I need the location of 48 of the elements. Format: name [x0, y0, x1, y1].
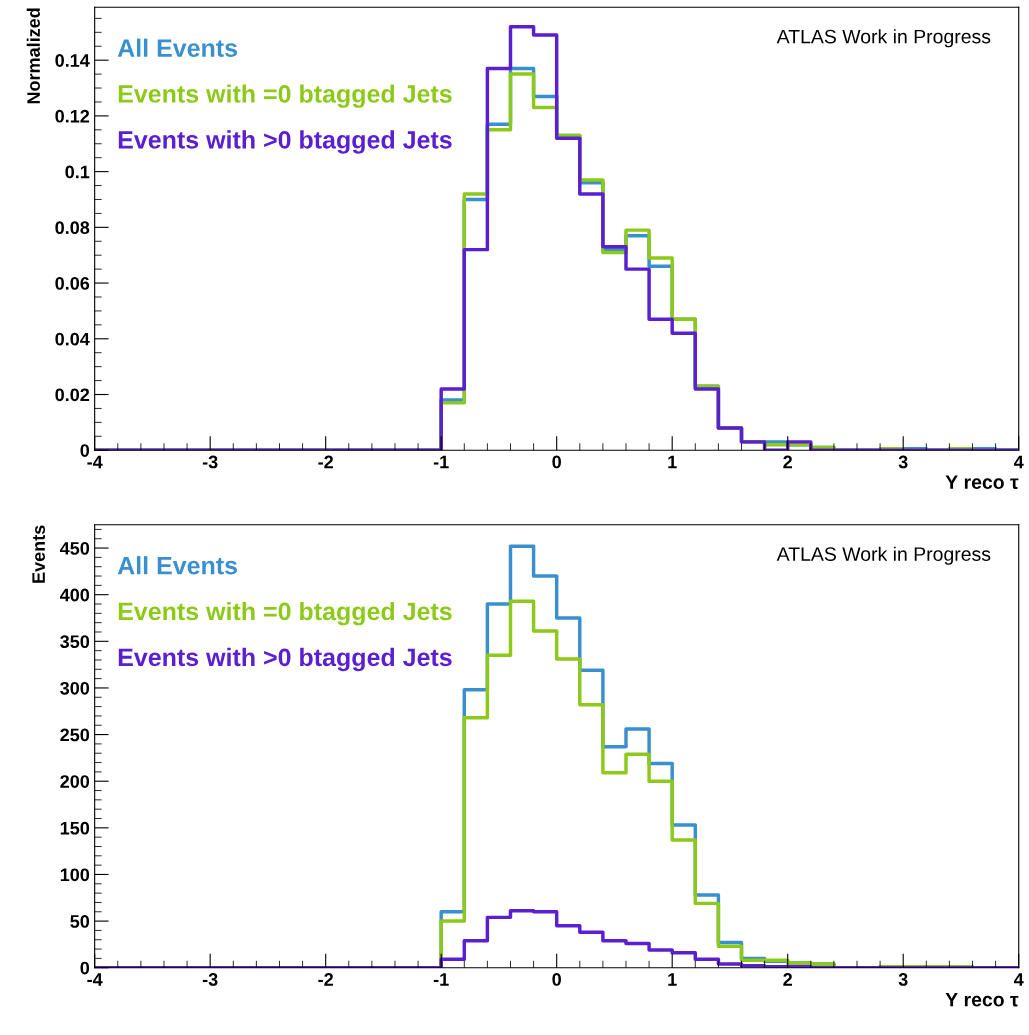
- annotation: ATLAS Work in Progress: [776, 29, 991, 48]
- series-label: Events with >0 btagged Jets: [118, 130, 452, 154]
- x-tick-label: 0: [552, 455, 561, 469]
- y-tick-label: 0: [80, 961, 90, 975]
- y-tick-label: 0.12: [55, 109, 90, 123]
- y-tick-label: 0.1: [65, 165, 90, 179]
- series-label: Events with =0 btagged Jets: [118, 84, 452, 108]
- x-tick-label: -3: [202, 973, 218, 986]
- y-tick-label: 50: [70, 915, 90, 928]
- x-tick-label: 4: [1013, 455, 1024, 469]
- y-tick-label: 0.06: [55, 277, 90, 290]
- x-tick-label: -4: [87, 455, 103, 469]
- x-tick-label: 3: [898, 973, 908, 986]
- x-tick-label: -1: [433, 455, 449, 469]
- x-tick-label: 2: [783, 973, 792, 986]
- y-axis-title: Normalized: [26, 8, 40, 104]
- text: Events with >0 btagged Jets: [118, 647, 452, 672]
- y-tick-label: 100: [60, 868, 90, 882]
- y-tick-label: 250: [60, 728, 90, 742]
- y-tick-label: 0.14: [55, 54, 90, 67]
- x-tick-label: 2: [783, 455, 792, 469]
- y-tick-label: 150: [60, 821, 90, 835]
- x-axis-title: Υ reco τ: [945, 992, 1019, 1007]
- x-tick-label: 4: [1013, 973, 1024, 986]
- y-tick-label: 350: [60, 635, 90, 649]
- x-tick-label: 1: [668, 455, 677, 469]
- x-tick-label: 1: [668, 973, 677, 986]
- x-axis-title: Υ reco τ: [945, 475, 1019, 489]
- y-axis-title: Events: [32, 525, 46, 583]
- x-tick-label: -1: [433, 973, 449, 986]
- y-tick-label: 200: [60, 775, 90, 788]
- y-tick-label: 0.02: [55, 388, 90, 402]
- y-tick-label: 0: [80, 444, 90, 457]
- y-tick-label: 300: [60, 681, 90, 695]
- y-tick-label: 0.08: [55, 221, 90, 235]
- text: All Events: [117, 38, 238, 57]
- x-tick-label: -2: [318, 455, 333, 469]
- x-tick-label: -4: [87, 973, 103, 986]
- annotation: ATLAS Work in Progress: [776, 546, 991, 565]
- series-label: Events with =0 btagged Jets: [118, 601, 452, 626]
- y-tick-label: 0.04: [55, 332, 90, 346]
- x-tick-label: -3: [202, 455, 218, 469]
- x-tick-label: -2: [318, 973, 333, 986]
- text: All Events: [117, 556, 238, 575]
- y-tick-label: 450: [59, 541, 90, 555]
- x-tick-label: 0: [552, 973, 561, 986]
- x-tick-label: 3: [898, 455, 908, 469]
- y-tick-label: 400: [59, 588, 90, 602]
